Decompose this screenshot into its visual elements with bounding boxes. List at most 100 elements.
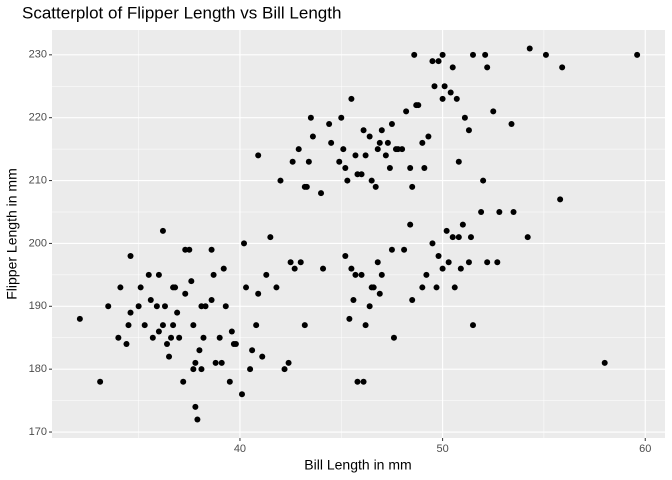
point: [164, 341, 171, 348]
point: [249, 347, 256, 354]
point: [386, 164, 393, 171]
point: [194, 416, 201, 423]
point: [407, 164, 414, 171]
point: [374, 146, 381, 153]
point: [159, 227, 166, 234]
point: [508, 120, 515, 127]
point: [149, 334, 156, 341]
point: [166, 353, 173, 360]
point: [376, 139, 383, 146]
point: [226, 378, 233, 385]
point: [123, 341, 130, 348]
point: [222, 303, 229, 310]
point: [419, 139, 426, 146]
point: [297, 259, 304, 266]
point: [338, 114, 345, 121]
point: [401, 246, 408, 253]
point: [198, 366, 205, 373]
point: [190, 322, 197, 329]
point: [358, 271, 365, 278]
point: [484, 259, 491, 266]
point: [431, 83, 438, 90]
point: [429, 58, 436, 65]
point: [348, 265, 355, 272]
point: [155, 271, 162, 278]
point: [467, 234, 474, 241]
point: [253, 322, 260, 329]
point: [362, 152, 369, 159]
point: [439, 265, 446, 272]
point: [366, 133, 373, 140]
point: [352, 152, 359, 159]
point: [241, 240, 248, 247]
point: [469, 322, 476, 329]
point: [348, 95, 355, 102]
point: [208, 297, 215, 304]
point: [435, 253, 442, 260]
point: [159, 322, 166, 329]
point: [255, 152, 262, 159]
points: [76, 45, 641, 423]
point: [372, 183, 379, 190]
point: [192, 403, 199, 410]
axes: 40 50 60 170 180 190 200 210 220 230: [29, 49, 652, 455]
point: [482, 51, 489, 58]
point: [441, 83, 448, 90]
point: [285, 359, 292, 366]
y-tick-label: 220: [29, 112, 47, 124]
point: [277, 177, 284, 184]
point: [196, 347, 203, 354]
point: [127, 309, 134, 316]
x-tick-label: 50: [436, 443, 448, 455]
point: [370, 284, 377, 291]
point: [433, 284, 440, 291]
point: [218, 359, 225, 366]
point: [421, 164, 428, 171]
point: [220, 265, 227, 272]
point: [326, 120, 333, 127]
point: [117, 284, 124, 291]
point: [409, 297, 416, 304]
point: [362, 322, 369, 329]
point: [407, 221, 414, 228]
point: [449, 234, 456, 241]
point: [423, 271, 430, 278]
point: [469, 51, 476, 58]
point: [259, 353, 266, 360]
point: [318, 190, 325, 197]
point: [161, 303, 168, 310]
point: [232, 341, 239, 348]
point: [524, 234, 531, 241]
point: [301, 322, 308, 329]
point: [559, 64, 566, 71]
point: [289, 158, 296, 165]
x-axis-title: Bill Length in mm: [304, 457, 411, 473]
point: [601, 359, 608, 366]
point: [216, 334, 223, 341]
point: [354, 171, 361, 178]
point: [443, 227, 450, 234]
point: [368, 177, 375, 184]
point: [457, 265, 464, 272]
point: [307, 114, 314, 121]
point: [243, 284, 250, 291]
point: [247, 366, 254, 373]
point: [147, 297, 154, 304]
point: [425, 133, 432, 140]
point: [208, 246, 215, 253]
point: [451, 284, 458, 291]
point: [388, 120, 395, 127]
y-tick-label: 200: [29, 237, 47, 249]
point: [303, 183, 310, 190]
point: [135, 303, 142, 310]
point: [145, 271, 152, 278]
point: [170, 322, 177, 329]
point: [403, 108, 410, 115]
point: [445, 259, 452, 266]
point: [376, 290, 383, 297]
point: [340, 146, 347, 153]
point: [429, 240, 436, 247]
point: [125, 322, 132, 329]
y-tick-label: 210: [29, 174, 47, 186]
point: [273, 284, 280, 291]
